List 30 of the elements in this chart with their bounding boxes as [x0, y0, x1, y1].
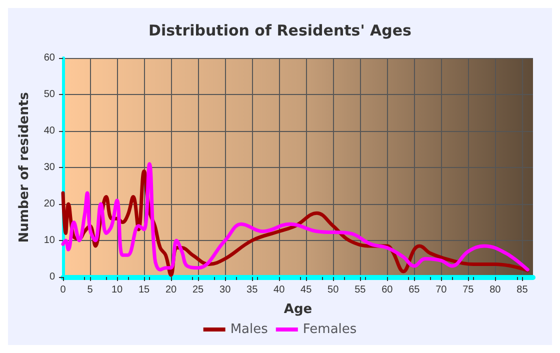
- x-tick-label: 20: [165, 284, 178, 296]
- x-tick-label: 15: [138, 284, 150, 296]
- x-tick-label: 25: [192, 284, 204, 296]
- chart-title: Distribution of Residents' Ages: [148, 22, 412, 40]
- y-axis-title: Number of residents: [17, 92, 32, 243]
- y-tick-label: 60: [44, 52, 56, 64]
- y-tick-label: 20: [44, 198, 56, 210]
- x-tick-label: 80: [490, 284, 502, 296]
- y-tick-label: 0: [49, 272, 56, 282]
- y-tick-label: 30: [44, 162, 56, 173]
- x-tick-label: 10: [111, 284, 124, 296]
- y-tick-label: 10: [44, 235, 56, 246]
- x-tick-label: 0: [60, 284, 66, 296]
- y-tick-label: 40: [44, 126, 56, 136]
- x-tick-label: 50: [328, 284, 340, 296]
- x-tick-label: 70: [436, 284, 448, 296]
- x-tick-label: 40: [274, 284, 286, 296]
- x-tick-label: 45: [300, 284, 312, 296]
- x-tick-label: 75: [462, 284, 474, 296]
- x-tick-label: 65: [408, 284, 420, 296]
- x-tick-label: 35: [246, 284, 258, 296]
- y-tick-label: 50: [44, 89, 56, 100]
- legend-label: Females: [302, 322, 357, 337]
- x-axis-title: Age: [284, 302, 312, 317]
- x-tick-label: 30: [220, 284, 232, 296]
- legend-label: Males: [230, 322, 268, 337]
- x-tick-label: 55: [354, 284, 366, 296]
- x-tick-label: 85: [516, 284, 528, 296]
- x-tick-label: 5: [87, 284, 94, 296]
- x-tick-label: 60: [382, 284, 394, 296]
